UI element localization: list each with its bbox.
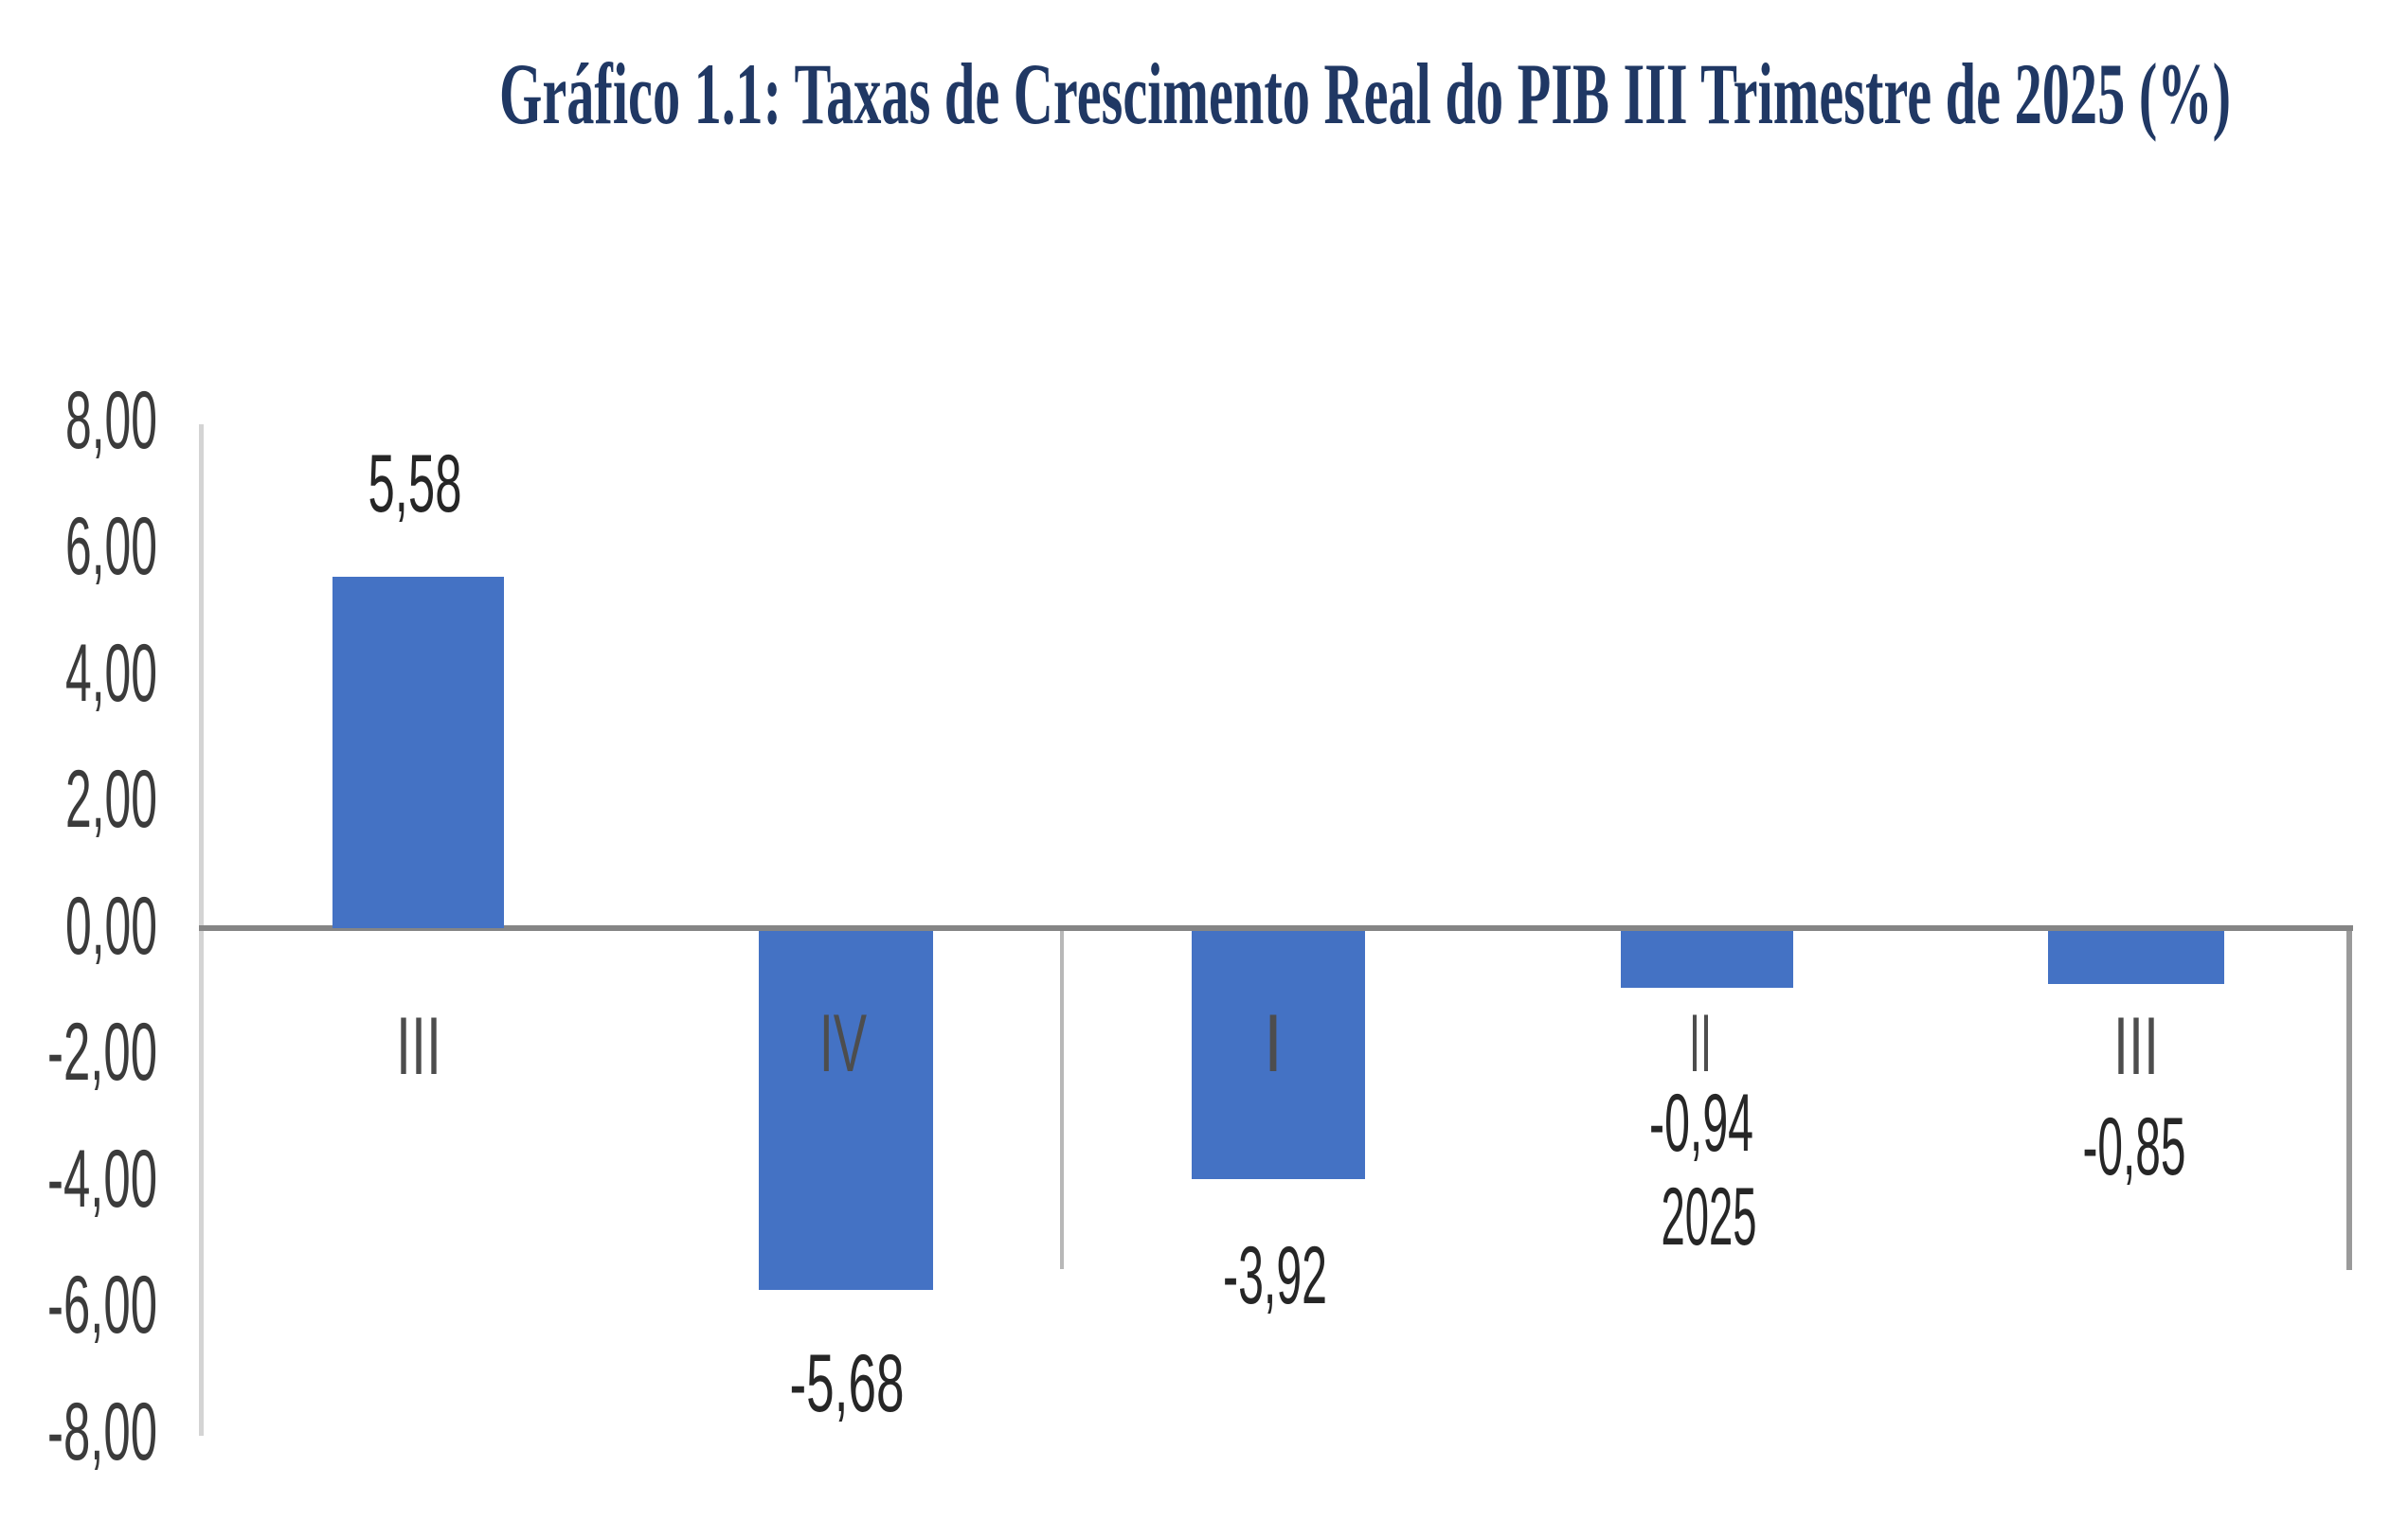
svg-text:I: I [1264, 998, 1283, 1089]
svg-text:8,00: 8,00 [65, 375, 157, 466]
svg-text:-0,85: -0,85 [2083, 1101, 2186, 1192]
svg-text:III: III [2113, 1001, 2159, 1092]
svg-text:III: III [396, 1001, 441, 1092]
svg-text:0,00: 0,00 [65, 881, 157, 972]
svg-text:II: II [1689, 998, 1712, 1089]
svg-text:4,00: 4,00 [65, 628, 157, 719]
svg-text:-5,68: -5,68 [790, 1338, 905, 1429]
svg-text:5,58: 5,58 [368, 438, 462, 529]
svg-text:-3,92: -3,92 [1223, 1230, 1327, 1321]
svg-text:-0,94: -0,94 [1649, 1078, 1753, 1169]
svg-text:6,00: 6,00 [65, 501, 157, 592]
svg-text:Gráfico 1.1: Taxas de Crescime: Gráfico 1.1: Taxas de Crescimento Real d… [499, 45, 2231, 142]
svg-text:-4,00: -4,00 [47, 1134, 157, 1225]
svg-text:2025: 2025 [1662, 1172, 1757, 1262]
svg-text:-8,00: -8,00 [47, 1387, 157, 1477]
svg-text:IV: IV [819, 998, 867, 1089]
svg-text:2,00: 2,00 [65, 754, 157, 845]
svg-text:-2,00: -2,00 [47, 1007, 157, 1098]
svg-text:-6,00: -6,00 [47, 1260, 157, 1351]
